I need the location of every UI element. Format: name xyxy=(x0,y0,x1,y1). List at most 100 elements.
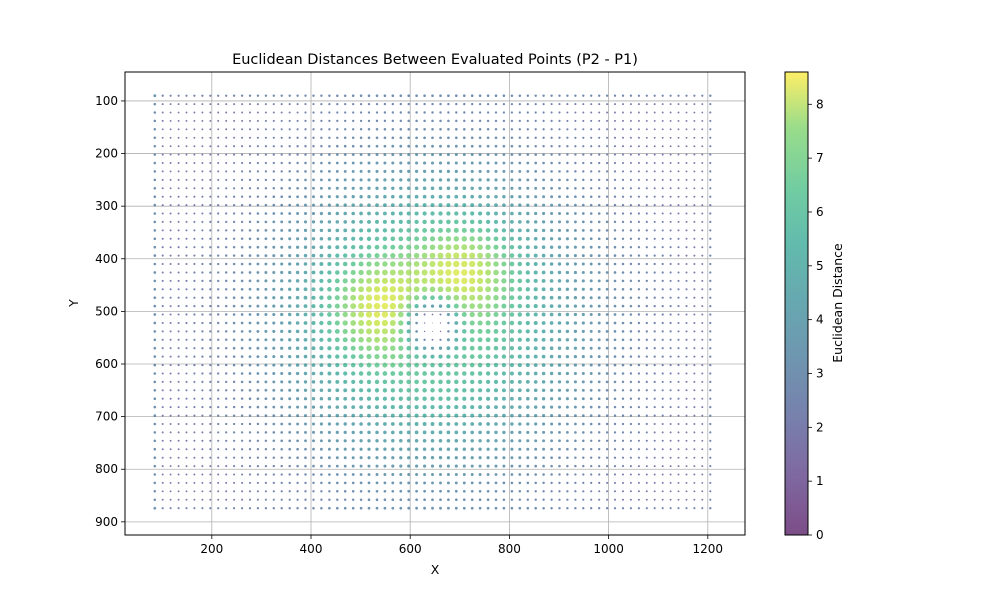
scatter-point xyxy=(414,228,419,233)
scatter-point xyxy=(469,219,475,225)
scatter-point xyxy=(701,364,704,367)
scatter-point xyxy=(407,456,411,460)
grid-lines xyxy=(125,72,745,535)
scatter-point xyxy=(509,236,515,241)
scatter-point xyxy=(319,270,324,275)
scatter-point xyxy=(462,186,467,191)
scatter-point xyxy=(589,372,593,375)
scatter-point xyxy=(240,203,244,207)
scatter-point xyxy=(477,311,483,318)
scatter-point xyxy=(352,119,355,123)
scatter-point xyxy=(296,498,299,501)
scatter-point xyxy=(637,355,641,358)
scatter-point xyxy=(296,186,299,190)
scatter-point xyxy=(407,169,411,173)
scatter-point xyxy=(327,371,332,376)
scatter-point xyxy=(461,362,467,368)
scatter-point xyxy=(622,103,624,106)
scatter-point xyxy=(169,119,172,122)
scatter-point xyxy=(161,364,164,367)
scatter-point xyxy=(542,103,545,106)
scatter-point xyxy=(693,246,696,249)
scatter-point xyxy=(312,203,315,207)
scatter-point xyxy=(669,406,672,409)
scatter-point xyxy=(685,465,688,468)
scatter-point xyxy=(454,136,458,140)
scatter-point xyxy=(342,303,348,309)
scatter-point xyxy=(421,277,428,284)
scatter-point xyxy=(421,269,428,276)
scatter-point xyxy=(367,186,371,190)
scatter-point xyxy=(613,136,617,139)
scatter-point xyxy=(185,389,188,392)
scatter-point xyxy=(351,405,356,409)
scatter-point xyxy=(320,119,323,123)
scatter-point xyxy=(454,473,458,476)
scatter-point xyxy=(240,237,244,241)
scatter-point xyxy=(311,320,316,326)
scatter-point xyxy=(709,422,712,426)
scatter-point xyxy=(439,473,442,476)
scatter-point xyxy=(653,288,656,291)
scatter-point xyxy=(637,405,641,409)
scatter-point xyxy=(319,346,324,351)
scatter-point xyxy=(637,422,641,426)
scatter-point xyxy=(248,279,252,283)
scatter-point xyxy=(209,195,212,198)
scatter-point xyxy=(525,337,530,342)
scatter-point xyxy=(169,212,172,215)
scatter-point xyxy=(153,128,157,131)
scatter-point xyxy=(534,161,538,165)
scatter-point xyxy=(209,204,212,207)
scatter-point xyxy=(661,338,664,341)
scatter-point xyxy=(653,473,656,476)
scatter-point xyxy=(153,473,157,476)
scatter-point xyxy=(510,111,514,114)
scatter-point xyxy=(510,430,514,435)
scatter-point xyxy=(169,254,172,257)
scatter-point xyxy=(637,229,641,232)
scatter-point xyxy=(525,346,530,351)
scatter-point xyxy=(431,144,434,148)
scatter-point xyxy=(533,312,538,317)
scatter-point xyxy=(351,439,355,443)
scatter-point xyxy=(454,144,458,148)
scatter-point xyxy=(280,439,283,443)
scatter-point xyxy=(510,186,514,190)
scatter-point xyxy=(414,203,419,208)
scatter-point xyxy=(669,448,672,451)
scatter-point xyxy=(470,447,474,451)
scatter-point xyxy=(677,473,680,476)
scatter-point xyxy=(613,203,617,207)
scatter-point xyxy=(161,94,164,97)
scatter-point xyxy=(669,204,672,207)
scatter-point xyxy=(319,337,324,342)
scatter-point xyxy=(383,186,387,190)
scatter-point xyxy=(454,178,458,182)
scatter-point xyxy=(359,161,363,165)
scatter-point xyxy=(303,312,308,317)
scatter-point xyxy=(613,212,617,215)
scatter-point xyxy=(574,178,577,182)
scatter-point xyxy=(161,490,164,493)
scatter-point xyxy=(240,313,244,316)
scatter-point xyxy=(161,305,164,308)
scatter-point xyxy=(709,254,712,257)
scatter-point xyxy=(685,103,688,106)
scatter-point xyxy=(501,228,507,233)
scatter-point xyxy=(510,481,514,485)
scatter-point xyxy=(685,145,688,148)
scatter-point xyxy=(375,473,379,476)
scatter-point xyxy=(193,288,196,291)
scatter-point xyxy=(534,203,538,207)
scatter-point xyxy=(677,380,680,383)
scatter-point xyxy=(280,388,284,392)
scatter-point xyxy=(606,145,609,148)
scatter-point xyxy=(193,456,196,459)
scatter-point xyxy=(629,338,633,342)
scatter-point xyxy=(589,296,593,300)
scatter-point xyxy=(161,296,164,299)
scatter-point xyxy=(494,194,498,199)
scatter-point xyxy=(209,153,212,156)
scatter-point xyxy=(677,465,680,468)
